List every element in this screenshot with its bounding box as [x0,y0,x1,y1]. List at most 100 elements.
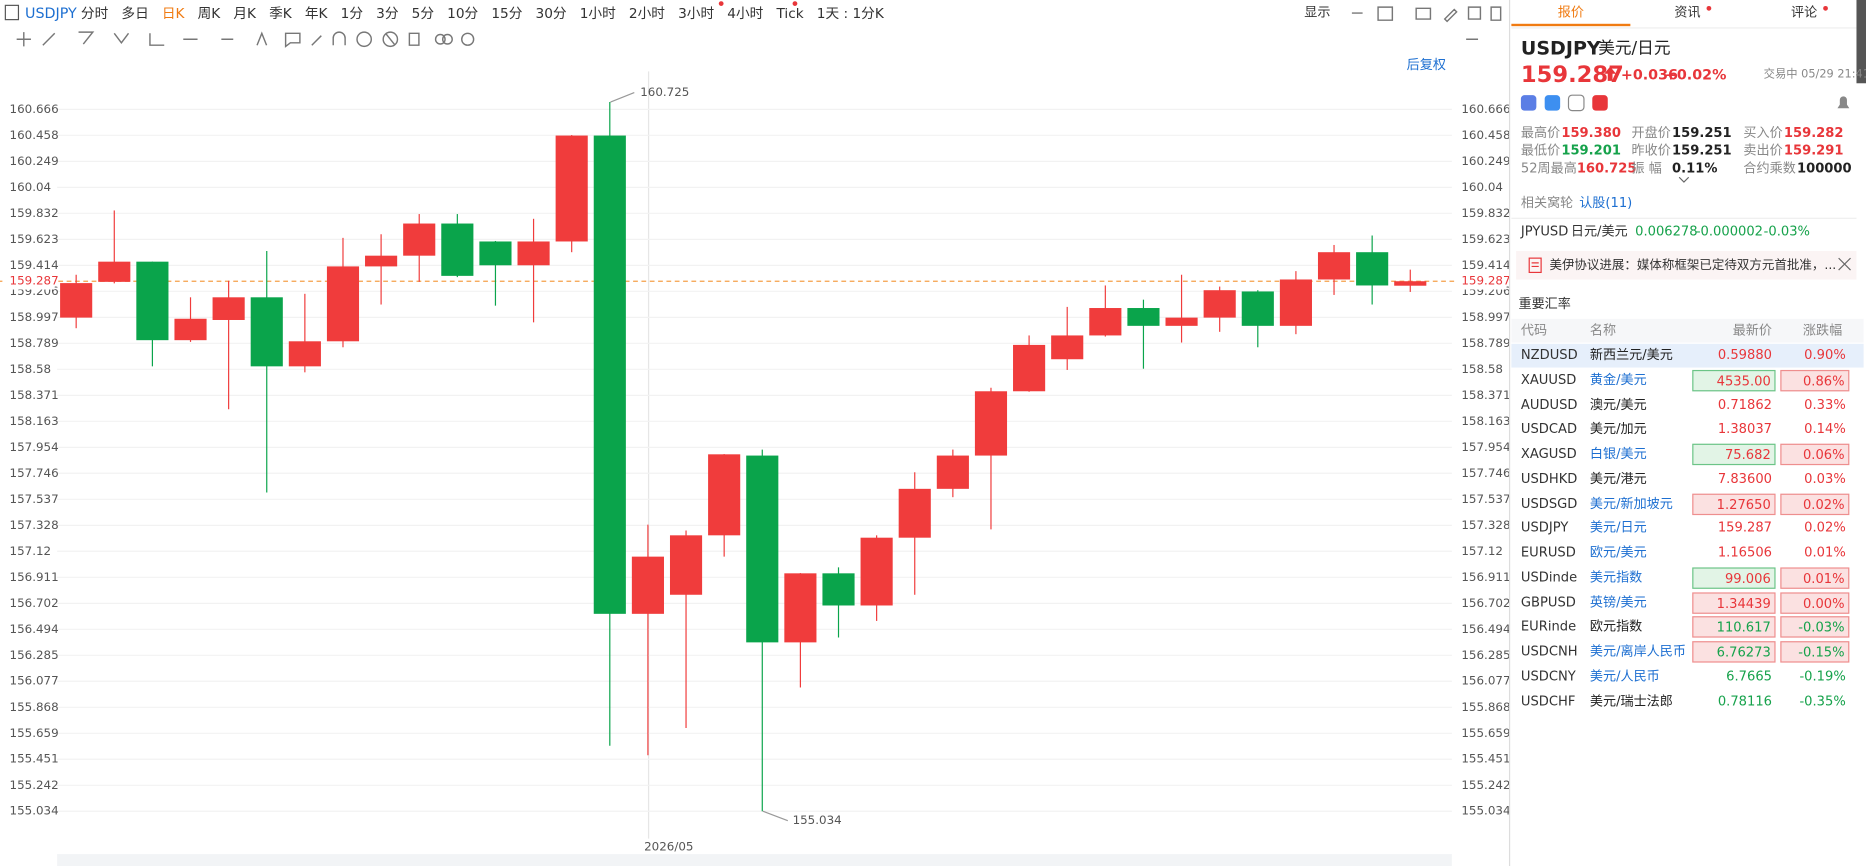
candle-body [212,297,245,320]
period-tab[interactable]: 年K [304,4,328,22]
period-tab[interactable]: 1天 : 1分K [816,4,884,22]
low-leader [762,810,789,822]
row-code[interactable]: XAUUSD [1520,372,1577,388]
warrants-link[interactable]: 认股(11) [1579,195,1633,211]
period-tab[interactable]: 3分 [376,4,399,22]
row-change: 0.02% [1780,493,1850,515]
row-name[interactable]: 美元/人民币 [1589,668,1660,684]
y-tick-label: 158.789 [10,336,59,350]
row-price: 4535.00 [1692,369,1776,392]
row-code[interactable]: XAGUSD [1520,446,1577,462]
row-code[interactable]: GBPUSD [1520,594,1576,610]
candle-body [1241,291,1274,326]
high-leader [610,91,635,103]
row-change: -0.03% [1780,616,1850,638]
row-code[interactable]: USDCAD [1520,421,1578,437]
y-tick-label: 160.249 [1461,154,1509,168]
row-code[interactable]: NZDUSD [1520,347,1578,363]
row-name[interactable]: 美元/加元 [1589,421,1647,437]
panel-tab[interactable]: 资讯 [1674,4,1701,21]
period-tab[interactable]: 日K [161,4,185,22]
row-name[interactable]: 欧元/美元 [1589,544,1647,561]
row-code[interactable]: EURinde [1520,618,1577,635]
row-name[interactable]: 黄金/美元 [1589,372,1647,388]
row-price: 1.38037 [1717,421,1772,437]
panel-tab[interactable]: 评论 [1791,4,1818,21]
adjust-toggle[interactable]: 后复权 [1406,57,1446,73]
period-tab[interactable]: 月K [233,4,257,22]
period-tab[interactable]: 4小时 [727,4,764,22]
expand-caret[interactable] [1678,176,1690,183]
row-name[interactable]: 美元/日元 [1589,520,1647,536]
row-name[interactable]: 美元/新加坡元 [1589,495,1673,511]
period-tab[interactable]: 季K [269,4,292,22]
period-tab[interactable]: 周K [197,4,221,22]
scrollbar[interactable] [1856,0,1866,84]
y-tick-label: 156.911 [10,570,59,584]
row-code[interactable]: USDSGD [1520,495,1578,511]
row-change: -0.35% [1799,692,1846,709]
news-text[interactable]: 美伊协议进展：媒体称框架已定待双方元首批准，... [1549,258,1837,273]
symbol[interactable]: USDJPY [24,4,77,22]
period-tab[interactable]: 多日 [121,4,149,22]
candle-body [250,297,283,367]
period-tab[interactable]: 3小时 [678,4,715,22]
period-tab[interactable]: 分时 [80,4,109,22]
row-name[interactable]: 美元/港元 [1589,470,1647,487]
news-close[interactable] [1837,257,1851,271]
candle-body [860,537,893,606]
y-tick-label: 159.623 [10,232,59,246]
panel-tab[interactable]: 报价 [1557,4,1584,21]
news-bar[interactable] [1516,250,1857,280]
column-header: 最新价 [1732,322,1772,338]
row-code[interactable]: USDCNY [1520,668,1576,684]
row-name[interactable]: 美元/瑞士法郎 [1589,692,1673,709]
row-name[interactable]: 新西兰元/美元 [1589,347,1673,363]
period-tab[interactable]: 2小时 [628,4,665,22]
period-tab[interactable]: 30分 [535,4,567,22]
row-code[interactable]: AUDUSD [1520,396,1578,413]
row-code[interactable]: EURUSD [1520,544,1576,561]
y-tick-label: 159.414 [1461,258,1509,272]
row-name[interactable]: 澳元/美元 [1589,396,1647,413]
info-value: 160.725 [1576,160,1637,177]
row-code[interactable]: USDCNH [1520,643,1578,660]
candle-body [1165,317,1198,326]
row-name[interactable]: 美元指数 [1589,569,1643,585]
period-tab[interactable]: 10分 [447,4,479,22]
display-menu[interactable]: 显示 [1304,4,1331,21]
row-change: -0.19% [1799,668,1846,684]
y-tick-label: 155.868 [1461,700,1509,714]
warrants-label: 相关窝轮 [1520,195,1574,211]
status: 交易中 05/29 21:41 [1763,67,1866,81]
y-tick-label: 158.789 [1461,336,1509,350]
row-code[interactable]: USDJPY [1520,520,1569,536]
period-tab[interactable]: 15分 [491,4,523,22]
row-code[interactable]: USDHKD [1520,470,1578,487]
period-tab[interactable]: Tick [776,4,804,22]
row-name[interactable]: 欧元指数 [1589,618,1643,635]
row-name[interactable]: 英镑/美元 [1589,594,1647,610]
row-price: 1.27650 [1692,493,1776,515]
period-tab[interactable]: 5分 [411,4,435,22]
info-label: 卖出价 [1743,142,1783,159]
y-tick-label: 155.659 [10,726,59,740]
row-name[interactable]: 美元/离岸人民币 [1589,643,1686,660]
y-tick-label: 155.659 [1461,726,1509,740]
row-code[interactable]: USDCHF [1520,692,1576,709]
period-tab[interactable]: 1小时 [579,4,616,22]
row-name[interactable]: 白银/美元 [1589,446,1647,462]
y-tick-label: 157.328 [10,518,59,532]
row-price: 1.34439 [1692,591,1776,614]
period-tab[interactable]: 1分 [340,4,364,22]
y-tick-label: 158.997 [10,310,59,324]
y-tick-label: 155.242 [10,778,59,792]
low-annotation: 155.034 [793,813,842,827]
y-tick-label: 156.494 [1461,622,1509,636]
row-code[interactable]: USDinde [1520,569,1578,585]
layout-icon[interactable] [4,4,20,21]
row-price: 99.006 [1692,567,1776,589]
y-tick-label: 157.537 [1461,492,1509,506]
y-tick-label: 155.451 [10,752,59,766]
